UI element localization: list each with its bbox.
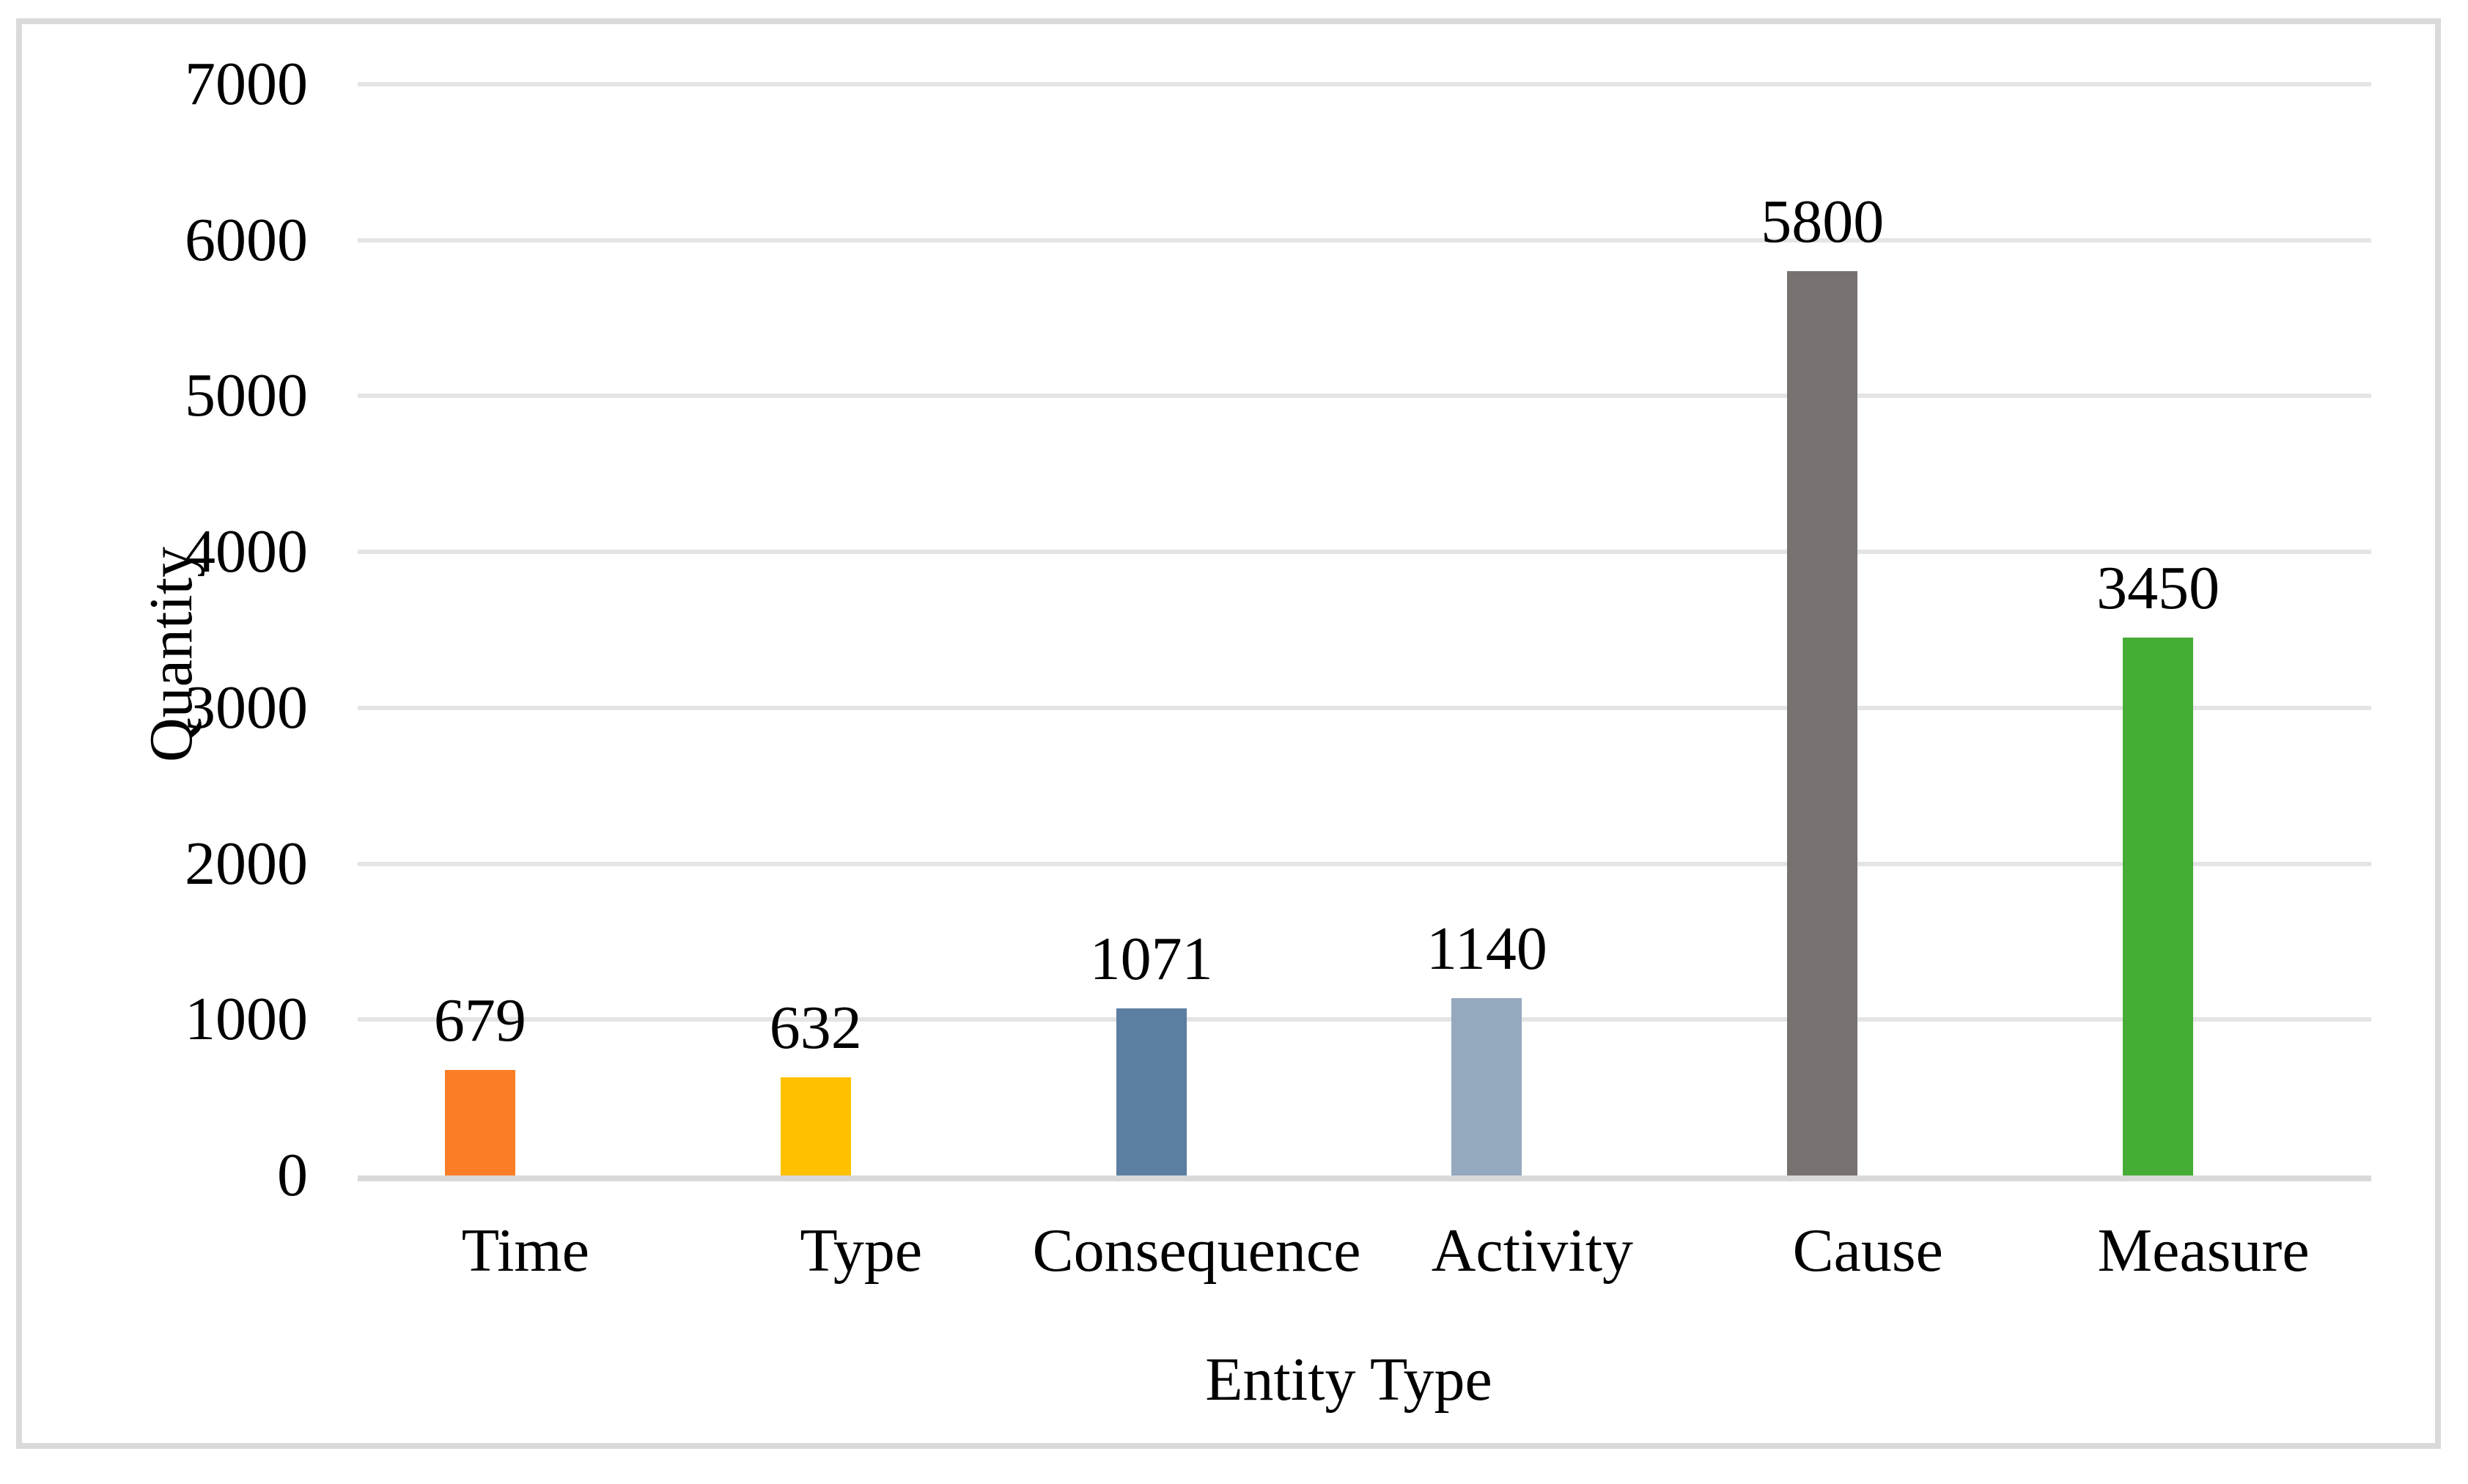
bar-value-label-activity: 1140 xyxy=(1426,914,1547,983)
y-tick-label-1000: 1000 xyxy=(185,985,308,1054)
x-category-label-cause: Cause xyxy=(1792,1217,1943,1285)
bar-cause xyxy=(1787,271,1858,1175)
bar-measure xyxy=(2123,638,2194,1175)
y-tick-label-0: 0 xyxy=(277,1141,308,1209)
x-axis-title: Entity Type xyxy=(1205,1345,1492,1414)
y-tick-label-7000: 7000 xyxy=(185,50,308,118)
gridline-5000 xyxy=(358,394,2371,399)
gridline-7000 xyxy=(358,82,2371,86)
y-tick-label-4000: 4000 xyxy=(185,517,308,586)
gridline-6000 xyxy=(358,237,2371,243)
bar-value-label-time: 679 xyxy=(433,986,526,1055)
gridline-2000 xyxy=(358,861,2371,866)
gridline-4000 xyxy=(358,550,2371,555)
chart-frame: Quantity Entity Type 0 1000 2000 3000 4000 50… xyxy=(16,18,2441,1449)
bar-value-label-type: 632 xyxy=(769,993,862,1062)
bar-value-label-measure: 3450 xyxy=(2096,554,2220,623)
bar-time xyxy=(444,1069,515,1175)
y-axis-title: Quantity xyxy=(137,547,205,762)
bar-value-label-consequence: 1071 xyxy=(1089,925,1213,994)
x-category-label-type: Type xyxy=(800,1217,923,1285)
x-category-label-measure: Measure xyxy=(2097,1217,2310,1285)
x-category-label-activity: Activity xyxy=(1431,1217,1634,1285)
y-tick-label-6000: 6000 xyxy=(185,205,308,274)
bar-value-label-cause: 5800 xyxy=(1761,188,1885,256)
y-tick-label-5000: 5000 xyxy=(185,361,308,430)
gridline-1000 xyxy=(358,1017,2371,1022)
x-category-label-time: Time xyxy=(461,1217,590,1285)
y-tick-label-2000: 2000 xyxy=(185,829,308,898)
bar-consequence xyxy=(1116,1008,1187,1175)
bar-type xyxy=(780,1077,851,1175)
bar-activity xyxy=(1451,997,1522,1175)
x-category-label-consequence: Consequence xyxy=(1032,1217,1361,1285)
gridline-3000 xyxy=(358,705,2371,710)
x-axis-line xyxy=(358,1175,2371,1181)
y-tick-label-3000: 3000 xyxy=(185,673,308,742)
